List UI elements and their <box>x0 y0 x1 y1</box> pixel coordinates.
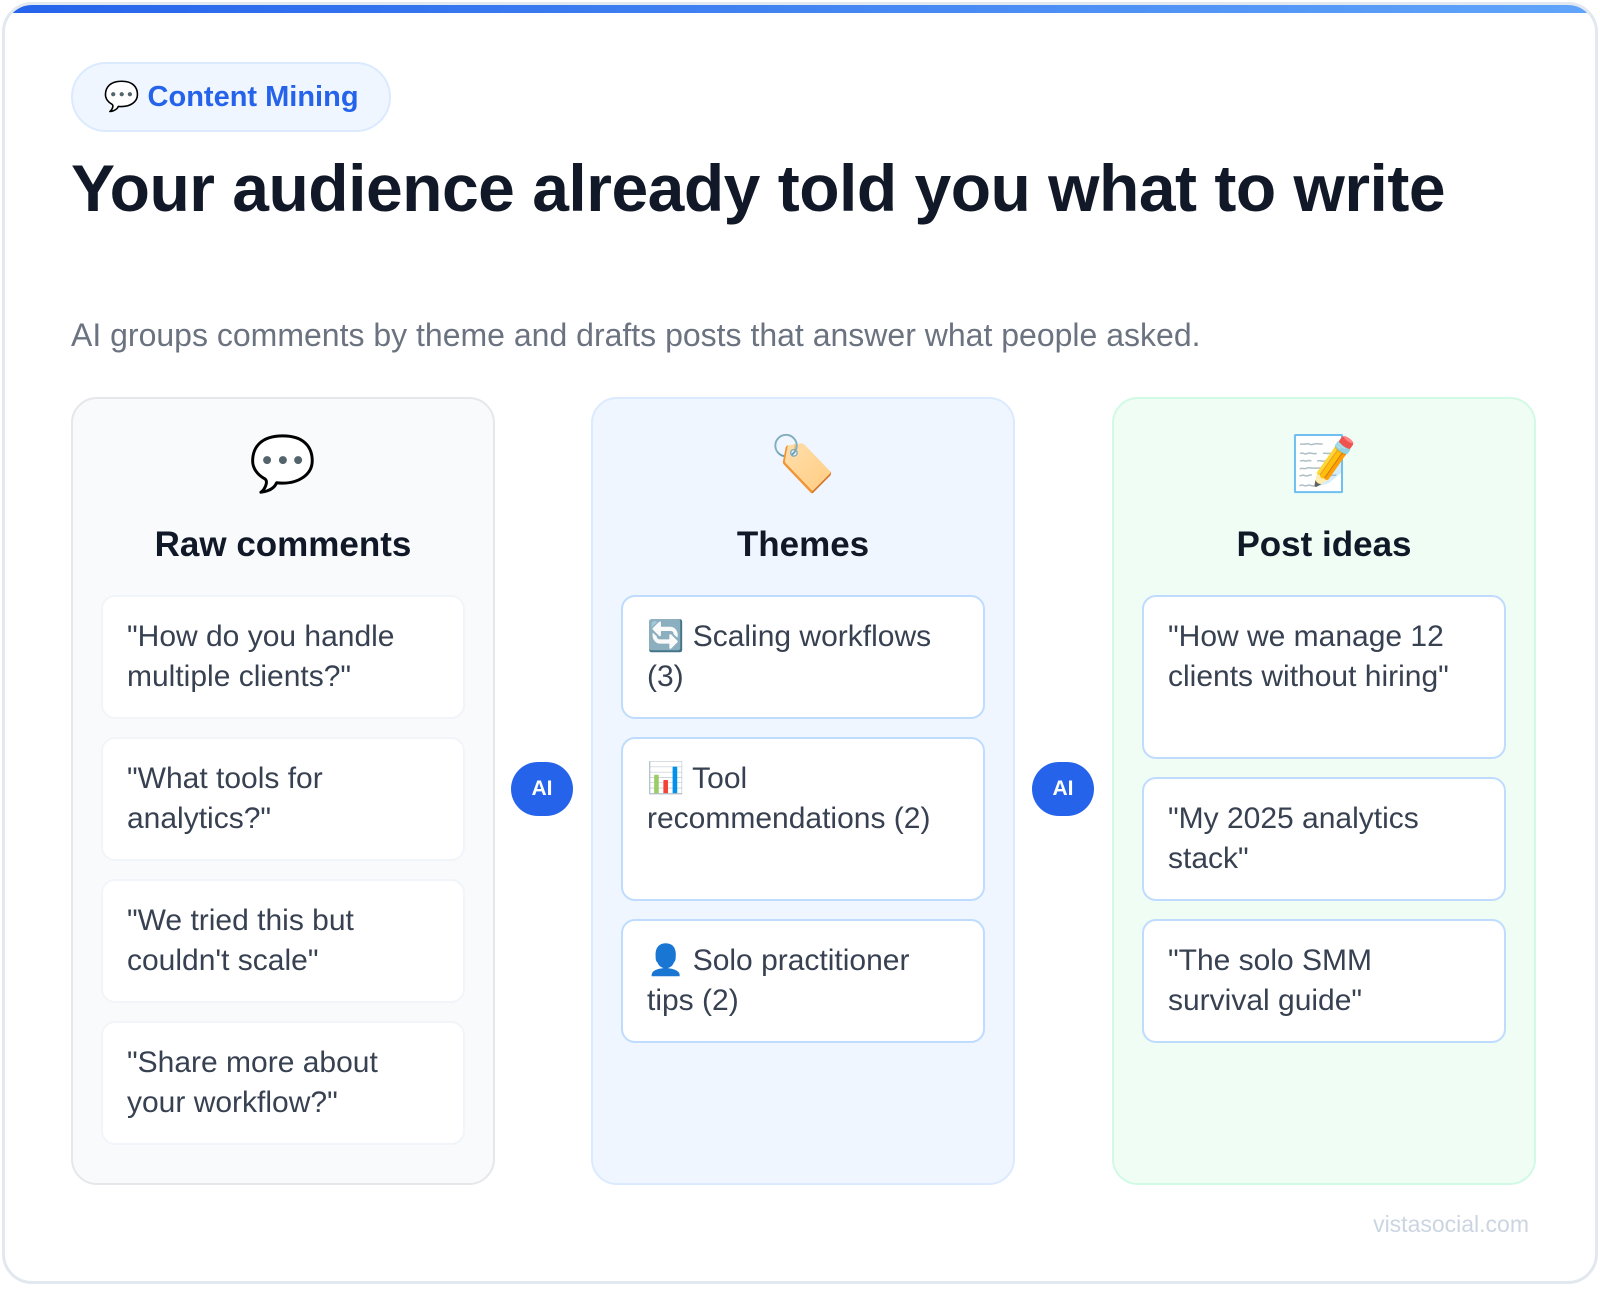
ai-connector-badge: AI <box>1032 762 1094 816</box>
column-themes: 🏷️ Themes 🔄 Scaling workflows (3) 📊 Tool… <box>591 397 1015 1185</box>
footer-watermark: vistasocial.com <box>1373 1211 1529 1237</box>
page-title: Your audience already told you what to w… <box>71 151 1446 225</box>
speech-bubble-icon: 💬 <box>103 81 140 113</box>
column-heading: Themes <box>736 525 870 564</box>
speech-bubble-icon: 💬 <box>249 434 317 494</box>
infographic-card: 💬 Content Mining Your audience already t… <box>2 2 1598 1284</box>
badge-label: Content Mining <box>147 80 359 113</box>
list-item: 📊 Tool recommendations (2) <box>621 737 985 901</box>
list-item: 👤 Solo practitioner tips (2) <box>621 919 985 1043</box>
list-item: "Share more about your workflow?" <box>101 1021 465 1145</box>
list-item: "My 2025 analytics stack" <box>1142 777 1506 901</box>
list-item: "How we manage 12 clients without hiring… <box>1142 595 1506 759</box>
column-raw-comments: 💬 Raw comments "How do you handle multip… <box>71 397 495 1185</box>
ai-connector-badge: AI <box>511 762 573 816</box>
category-badge: 💬 Content Mining <box>71 62 391 132</box>
column-heading: Raw comments <box>154 525 412 564</box>
column-post-ideas: 📝 Post ideas "How we manage 12 clients w… <box>1112 397 1536 1185</box>
list-item: "What tools for analytics?" <box>101 737 465 861</box>
list-item: 🔄 Scaling workflows (3) <box>621 595 985 719</box>
list-item: "The solo SMM survival guide" <box>1142 919 1506 1043</box>
column-heading: Post ideas <box>1236 525 1412 564</box>
list-item: "We tried this but couldn't scale" <box>101 879 465 1003</box>
list-item: "How do you handle multiple clients?" <box>101 595 465 719</box>
accent-bar <box>5 5 1595 13</box>
tag-icon: 🏷️ <box>769 434 837 494</box>
memo-icon: 📝 <box>1290 434 1358 494</box>
subtitle: AI groups comments by theme and drafts p… <box>71 317 1201 353</box>
